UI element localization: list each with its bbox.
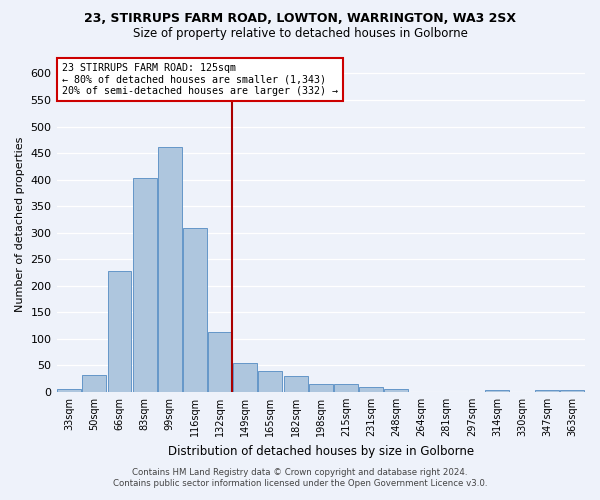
Text: 23, STIRRUPS FARM ROAD, LOWTON, WARRINGTON, WA3 2SX: 23, STIRRUPS FARM ROAD, LOWTON, WARRINGT… (84, 12, 516, 26)
Bar (385, 390, 408, 392)
Bar (560, 390, 584, 392)
Bar (133, 178, 157, 392)
Text: Contains HM Land Registry data © Crown copyright and database right 2024.
Contai: Contains HM Land Registry data © Crown c… (113, 468, 487, 487)
Bar (309, 384, 333, 392)
Bar (535, 390, 559, 392)
Bar (485, 390, 509, 392)
Bar (259, 370, 283, 392)
Bar (158, 146, 182, 392)
Bar (233, 364, 257, 392)
Bar (284, 376, 308, 392)
Text: 23 STIRRUPS FARM ROAD: 125sqm
← 80% of detached houses are smaller (1,343)
20% o: 23 STIRRUPS FARM ROAD: 125sqm ← 80% of d… (62, 62, 338, 96)
Bar (183, 228, 207, 392)
Bar (107, 271, 131, 392)
Y-axis label: Number of detached properties: Number of detached properties (15, 137, 25, 312)
Bar (334, 384, 358, 392)
X-axis label: Distribution of detached houses by size in Golborne: Distribution of detached houses by size … (168, 444, 474, 458)
Text: Size of property relative to detached houses in Golborne: Size of property relative to detached ho… (133, 28, 467, 40)
Bar (208, 332, 232, 392)
Bar (57, 390, 81, 392)
Bar (82, 375, 106, 392)
Bar (359, 387, 383, 392)
